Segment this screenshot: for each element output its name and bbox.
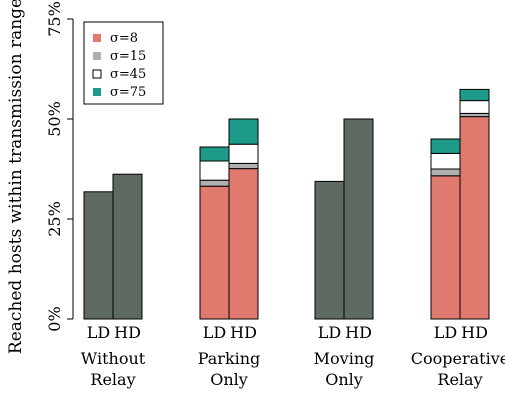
legend: σ=8 σ=15 σ=45 σ=75 <box>83 21 164 105</box>
bar <box>343 118 374 320</box>
legend-swatch <box>93 34 101 42</box>
bar-label: LD <box>318 323 341 342</box>
y-tick-label: 75% <box>45 1 64 37</box>
bar-segment <box>228 162 259 170</box>
bar-segment <box>459 116 490 320</box>
bar-segment <box>199 160 230 181</box>
bar-segment <box>430 168 461 177</box>
legend-swatch <box>92 69 102 79</box>
group-label: Cooperative <box>411 349 505 368</box>
bar-label: HD <box>461 323 488 342</box>
y-tick-label: 25% <box>45 201 64 237</box>
bar-segment <box>430 138 461 154</box>
group-label: Moving <box>314 349 375 368</box>
bar <box>314 180 345 320</box>
bar-label: HD <box>114 323 141 342</box>
legend-label: σ=15 <box>110 49 146 64</box>
bar-segment <box>199 185 230 320</box>
group-label: Only <box>210 370 248 389</box>
legend-swatch <box>93 52 101 60</box>
bar-segment <box>228 118 259 145</box>
bar-label: LD <box>203 323 226 342</box>
group-label: Without <box>81 349 146 368</box>
group-label: Relay <box>90 370 135 389</box>
bar-segment <box>228 143 259 164</box>
legend-swatch <box>93 88 101 96</box>
legend-label: σ=45 <box>110 67 146 82</box>
y-tick-label: 50% <box>45 101 64 137</box>
bar-segment <box>459 88 490 102</box>
bar-label: HD <box>230 323 257 342</box>
y-axis-label: Reached hosts within transmission range <box>6 0 26 354</box>
bar-segment <box>199 146 230 162</box>
bar-segment <box>430 175 461 320</box>
bar-segment <box>228 168 259 320</box>
y-axis: 0% 25% 50% 75% <box>45 1 74 332</box>
group-label: Parking <box>198 349 261 368</box>
legend-label: σ=8 <box>110 31 138 46</box>
bar-segment <box>459 100 490 114</box>
bar-label: LD <box>434 323 457 342</box>
legend-label: σ=75 <box>110 85 146 100</box>
bar-label: HD <box>345 323 372 342</box>
bar <box>83 191 114 320</box>
group-label: Relay <box>437 370 482 389</box>
group-label: Only <box>325 370 363 389</box>
y-tick-label: 0% <box>45 306 64 331</box>
bars <box>83 88 490 320</box>
bar-segment <box>430 152 461 170</box>
bar-label: LD <box>87 323 110 342</box>
bar-segment <box>199 179 230 187</box>
bar <box>112 173 143 320</box>
